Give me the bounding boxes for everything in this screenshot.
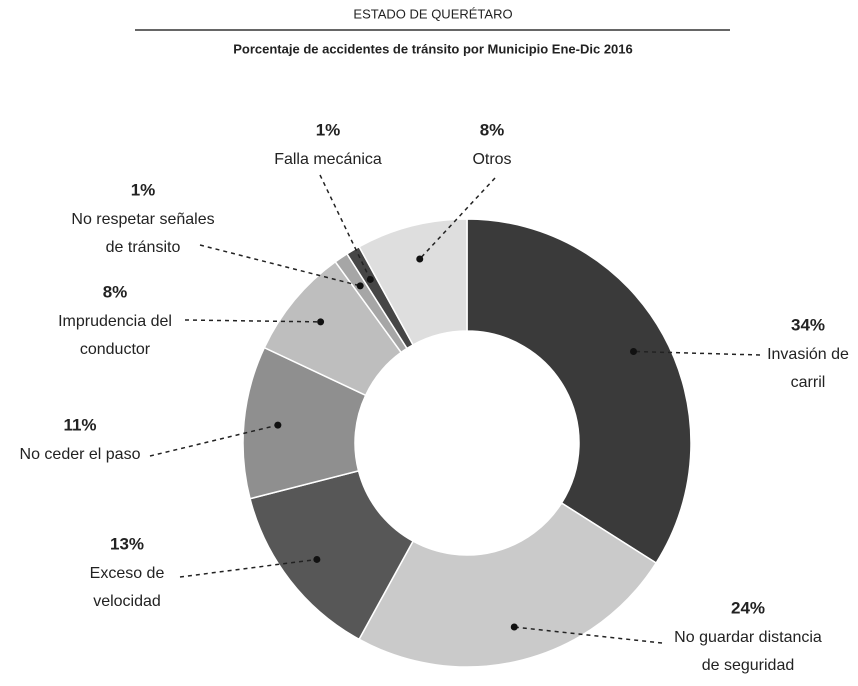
leader-line (184, 319, 321, 323)
category-label: Otros (472, 151, 511, 168)
leader-line (319, 174, 371, 280)
leader-dot (356, 282, 364, 290)
category-label: Exceso de (90, 565, 165, 582)
category-label: Falla mecánica (274, 151, 382, 168)
category-label: Imprudencia del (58, 313, 172, 330)
value-label: 11% (63, 415, 96, 434)
leader-line (149, 424, 279, 457)
leader-dot (510, 623, 518, 631)
value-label: 13% (110, 534, 144, 553)
category-label: carril (791, 374, 826, 391)
leader-line (514, 626, 663, 644)
leader-dot (313, 555, 321, 563)
donut-slice (466, 218, 692, 565)
category-label: velocidad (93, 593, 161, 610)
leader-dot (366, 275, 374, 283)
category-label: conductor (80, 341, 151, 358)
leader-dot (416, 255, 424, 263)
category-label: de seguridad (702, 657, 795, 674)
chart-subtitle: Porcentaje de accidentes de tránsito por… (233, 41, 633, 56)
leader-line (199, 244, 361, 287)
donut-slice (358, 501, 658, 668)
category-label: No guardar distancia (674, 629, 822, 646)
category-label: No respetar señales (71, 211, 214, 228)
leader-dot (629, 347, 637, 355)
leader-line (633, 350, 761, 356)
value-label: 8% (480, 120, 505, 139)
category-label: de tránsito (106, 239, 181, 256)
category-label: No ceder el paso (20, 446, 141, 463)
leader-line (419, 177, 496, 260)
leader-line (179, 558, 317, 578)
leader-dot (274, 421, 282, 429)
leader-dot (317, 318, 325, 326)
donut-slice (358, 218, 468, 346)
value-label: 1% (316, 120, 341, 139)
chart-title: ESTADO DE QUERÉTARO (353, 6, 512, 21)
value-label: 1% (131, 180, 156, 199)
value-label: 34% (791, 315, 825, 334)
value-label: 24% (731, 598, 765, 617)
category-label: Invasión de (767, 346, 849, 363)
value-label: 8% (103, 282, 128, 301)
